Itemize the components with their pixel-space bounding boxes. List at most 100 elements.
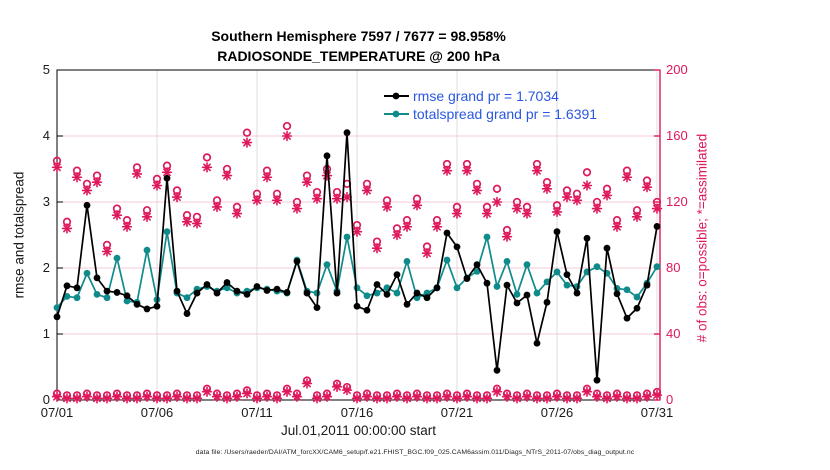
assimilated-asterisk-marker (213, 392, 221, 401)
assimilated-asterisk-marker (163, 394, 171, 403)
rmse-point (613, 290, 621, 298)
assimilated-asterisk-marker (203, 387, 211, 396)
assimilated-asterisk-marker (643, 392, 651, 401)
assimilated-asterisk-marker (103, 247, 111, 256)
assimilated-asterisk-marker (503, 232, 511, 241)
assimilated-asterisk-marker (293, 204, 301, 213)
rmse-point (413, 289, 421, 297)
rmse-point (383, 291, 391, 298)
rmse-point (233, 287, 241, 295)
assimilated-asterisk-marker (483, 394, 491, 403)
legend-row-totalspread: totalspread grand pr = 1.6391 (383, 105, 597, 123)
assimilated-asterisk-marker (73, 173, 81, 182)
assimilated-asterisk-marker (253, 196, 261, 205)
rmse-point (443, 229, 451, 237)
assimilated-asterisk-marker (273, 394, 281, 403)
assimilated-asterisk-marker (383, 203, 391, 211)
totalspread-point (143, 246, 151, 254)
rmse-point (73, 284, 81, 292)
assimilated-asterisk-marker (593, 392, 601, 401)
totalspread-point (343, 233, 351, 241)
assimilated-asterisk-marker (303, 379, 311, 388)
assimilated-asterisk-marker (93, 394, 101, 403)
assimilated-asterisk-marker (223, 171, 231, 180)
x-tick-label: 07/26 (540, 405, 574, 420)
rmse-point (633, 304, 641, 312)
totalspread-point (323, 261, 331, 269)
assimilated-asterisk-marker (283, 132, 291, 140)
legend: rmse grand pr = 1.7034 totalspread grand… (383, 87, 597, 123)
assimilated-asterisk-marker (573, 196, 581, 205)
assimilated-asterisk-marker (313, 394, 321, 403)
assimilated-asterisk-marker (403, 222, 411, 231)
rmse-point (53, 313, 61, 321)
assimilated-asterisk-marker (183, 394, 191, 403)
rmse-point (573, 289, 581, 297)
assimilated-asterisk-marker (523, 209, 531, 218)
totalspread-point (183, 294, 191, 302)
totalspread-point (103, 294, 111, 302)
assimilated-asterisk-marker (643, 183, 651, 192)
assimilated-asterisk-marker (233, 392, 241, 401)
assimilated-asterisk-marker (243, 389, 251, 398)
assimilated-asterisk-marker (623, 173, 631, 182)
assimilated-asterisk-marker (173, 392, 181, 401)
assimilated-asterisk-marker (363, 392, 371, 401)
rmse-point (603, 244, 611, 252)
x-tick-label: 07/16 (340, 405, 374, 420)
assimilated-asterisk-marker (363, 186, 371, 195)
totalspread-point (403, 258, 411, 265)
assimilated-asterisk-marker (413, 201, 421, 210)
assimilated-asterisk-marker (133, 394, 141, 403)
rmse-point (393, 271, 401, 278)
assimilated-asterisk-marker (453, 394, 461, 403)
assimilated-asterisk-marker (153, 181, 161, 190)
assimilated-asterisk-marker (543, 394, 551, 403)
x-tick-label: 07/21 (440, 405, 474, 420)
rmse-point (353, 302, 361, 310)
rmse-point (303, 289, 311, 297)
rmse-point (253, 283, 261, 290)
rmse-point (523, 291, 531, 299)
assimilated-asterisk-marker (143, 392, 151, 401)
assimilated-asterisk-marker (423, 249, 431, 258)
rmse-point (403, 300, 411, 308)
totalspread-point (513, 291, 521, 298)
rmse-point (503, 281, 511, 289)
assimilated-asterisk-marker (583, 387, 591, 396)
rmse-point (313, 304, 321, 311)
rmse-point (653, 223, 661, 230)
x-tick-label: 07/11 (241, 405, 273, 420)
totalspread-point (223, 284, 231, 292)
possible-circle-marker (202, 153, 212, 162)
assimilated-asterisk-marker (653, 204, 661, 213)
totalspread-point (373, 289, 381, 297)
assimilated-asterisk-marker (333, 194, 341, 203)
assimilated-asterisk-marker (183, 217, 191, 226)
totalspread-point (163, 228, 171, 236)
rmse-point (93, 274, 101, 282)
rmse-legend-marker (384, 92, 409, 100)
assimilated-asterisk-marker (473, 394, 481, 403)
assimilated-asterisk-marker (513, 394, 521, 403)
rmse-point (433, 284, 441, 292)
assimilated-asterisk-marker (443, 166, 451, 175)
gridlines (57, 70, 660, 400)
assimilated-asterisk-marker (613, 392, 621, 401)
rmse-point (133, 300, 141, 308)
rmse-point (263, 287, 271, 294)
rmse-point (473, 261, 481, 269)
assimilated-asterisk-marker (343, 386, 351, 395)
rmse-point (163, 174, 171, 182)
totalspread-point (393, 289, 401, 297)
totalspread-point (633, 293, 641, 301)
possible-circle-marker (492, 184, 502, 193)
assimilated-asterisk-marker (493, 198, 501, 206)
totalspread-legend-label: totalspread grand pr = 1.6391 (413, 106, 598, 122)
totalspread-point (63, 292, 71, 300)
assimilated-asterisk-marker (193, 394, 201, 403)
possible-circle-marker (242, 128, 252, 137)
totalspread-point (503, 258, 511, 265)
assimilated-asterisk-marker (83, 392, 91, 401)
